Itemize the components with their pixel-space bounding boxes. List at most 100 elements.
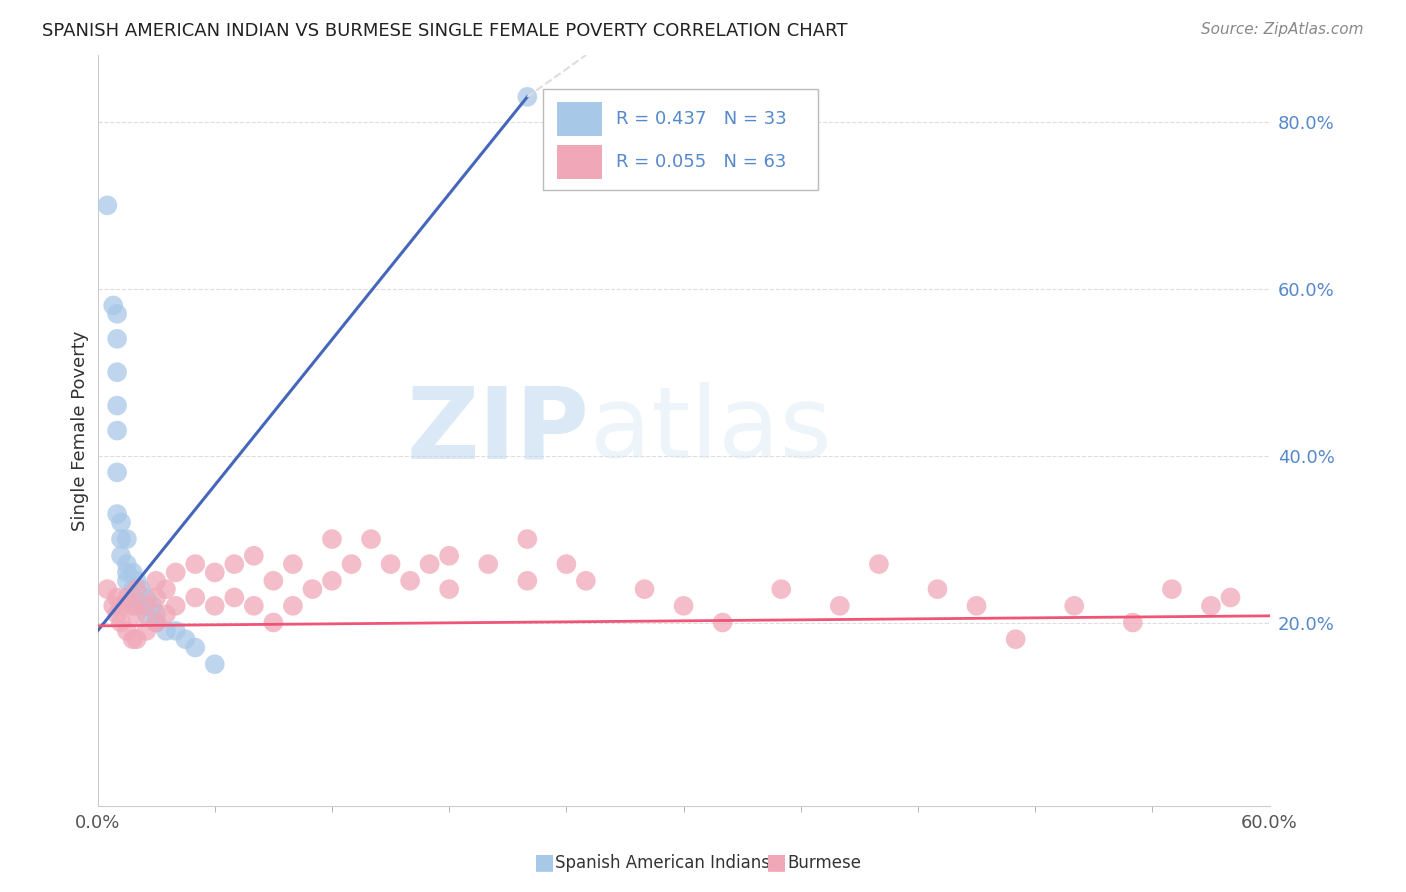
Point xyxy=(380,557,402,571)
Point xyxy=(575,574,598,588)
Point xyxy=(110,615,132,630)
Point xyxy=(243,549,266,563)
Point xyxy=(105,607,128,622)
Point xyxy=(633,582,655,596)
Point xyxy=(301,582,323,596)
Point xyxy=(105,365,128,379)
Point xyxy=(516,532,538,546)
Y-axis label: Single Female Poverty: Single Female Poverty xyxy=(72,330,89,531)
Point xyxy=(204,599,226,613)
Point xyxy=(321,574,343,588)
FancyBboxPatch shape xyxy=(543,89,818,190)
Point xyxy=(125,607,148,622)
Text: ■: ■ xyxy=(534,853,555,872)
Point xyxy=(770,582,793,596)
Point xyxy=(516,574,538,588)
Point xyxy=(204,657,226,672)
Point xyxy=(115,532,138,546)
Point xyxy=(437,549,460,563)
Point xyxy=(121,632,143,647)
Point xyxy=(129,582,152,596)
Text: R = 0.437   N = 33: R = 0.437 N = 33 xyxy=(616,110,786,128)
Point xyxy=(927,582,949,596)
Point xyxy=(711,615,734,630)
Point xyxy=(155,607,177,622)
Point xyxy=(105,507,128,521)
Point xyxy=(224,591,246,605)
Point xyxy=(135,599,157,613)
Point xyxy=(321,532,343,546)
Point xyxy=(103,599,125,613)
Point xyxy=(1122,615,1144,630)
Point xyxy=(184,557,207,571)
Point xyxy=(155,624,177,638)
Point xyxy=(1004,632,1026,647)
Point xyxy=(281,557,304,571)
Point xyxy=(110,549,132,563)
Point xyxy=(399,574,422,588)
Point xyxy=(115,624,138,638)
Point xyxy=(155,582,177,596)
Point xyxy=(145,615,167,630)
Point xyxy=(165,566,187,580)
Point xyxy=(360,532,382,546)
Point xyxy=(96,582,118,596)
Point xyxy=(105,424,128,438)
Point xyxy=(1199,599,1222,613)
Point xyxy=(145,607,167,622)
Point xyxy=(555,557,578,571)
Point xyxy=(135,607,157,622)
Point xyxy=(224,557,246,571)
Point xyxy=(184,640,207,655)
Point xyxy=(145,574,167,588)
Text: ■: ■ xyxy=(766,853,787,872)
Point xyxy=(115,574,138,588)
Point xyxy=(145,591,167,605)
Point xyxy=(125,582,148,596)
Point xyxy=(516,90,538,104)
Point xyxy=(966,599,988,613)
Point xyxy=(96,198,118,212)
Point xyxy=(125,632,148,647)
Point xyxy=(115,557,138,571)
Point xyxy=(174,632,197,647)
Point xyxy=(477,557,499,571)
Point xyxy=(184,591,207,605)
Bar xyxy=(557,103,602,136)
Point xyxy=(105,591,128,605)
Point xyxy=(672,599,695,613)
Point xyxy=(868,557,890,571)
Point xyxy=(340,557,363,571)
Text: atlas: atlas xyxy=(589,382,831,479)
Point xyxy=(125,599,148,613)
Point xyxy=(121,599,143,613)
Text: Source: ZipAtlas.com: Source: ZipAtlas.com xyxy=(1201,22,1364,37)
Point xyxy=(125,591,148,605)
Point xyxy=(125,574,148,588)
Point xyxy=(141,599,163,613)
Point xyxy=(105,307,128,321)
Point xyxy=(262,615,284,630)
Point xyxy=(103,298,125,312)
Text: Spanish American Indians: Spanish American Indians xyxy=(555,855,770,872)
Text: ZIP: ZIP xyxy=(406,382,589,479)
Point xyxy=(1219,591,1241,605)
Point xyxy=(105,399,128,413)
Point xyxy=(437,582,460,596)
Point xyxy=(135,591,157,605)
Point xyxy=(135,624,157,638)
Point xyxy=(121,566,143,580)
Point xyxy=(110,516,132,530)
Point xyxy=(243,599,266,613)
Point xyxy=(262,574,284,588)
Point xyxy=(110,532,132,546)
Point xyxy=(115,591,138,605)
Point xyxy=(1160,582,1182,596)
Text: R = 0.055   N = 63: R = 0.055 N = 63 xyxy=(616,153,786,170)
Point xyxy=(281,599,304,613)
Point xyxy=(121,582,143,596)
Point xyxy=(105,466,128,480)
Point xyxy=(204,566,226,580)
Point xyxy=(110,599,132,613)
Point xyxy=(1063,599,1085,613)
